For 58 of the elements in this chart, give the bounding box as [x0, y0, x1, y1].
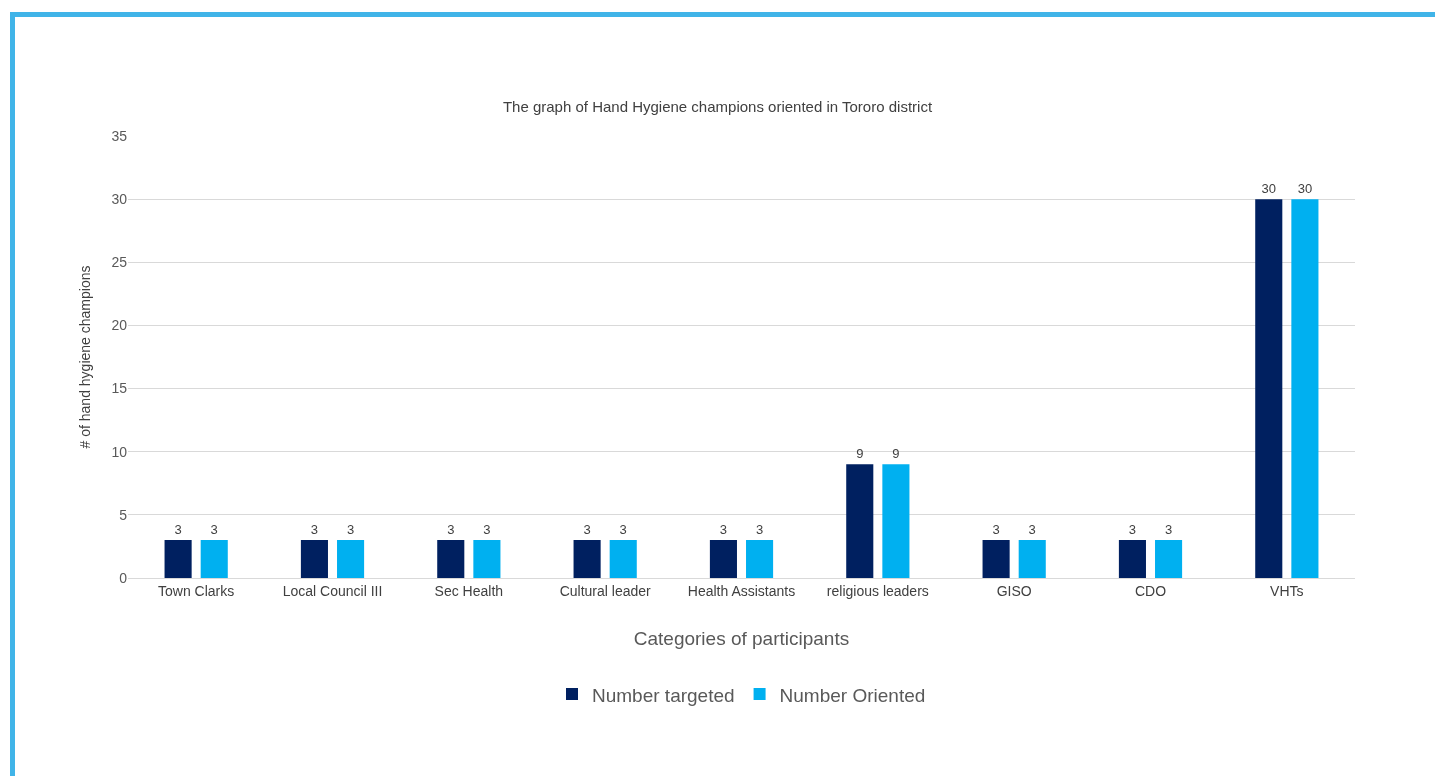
bar	[609, 540, 637, 578]
y-tick-label: 5	[119, 506, 128, 523]
y-tick-label: 10	[111, 443, 128, 460]
bar	[573, 540, 601, 578]
chart-title: The graph of Hand Hygiene champions oriented in Tororo district	[502, 98, 933, 116]
bar	[882, 464, 910, 578]
bar	[746, 540, 774, 578]
y-tick-label: 25	[111, 254, 128, 271]
bar	[437, 540, 465, 578]
legend-label: Number targeted	[592, 684, 735, 706]
x-tick-label: VHTs	[1270, 582, 1304, 599]
y-tick-label: 30	[111, 191, 128, 208]
legend-label: Number Oriented	[779, 684, 926, 706]
y-tick-label: 15	[111, 380, 128, 397]
data-label: 3	[619, 522, 627, 538]
y-tick-label: 20	[111, 317, 128, 334]
bar	[337, 540, 365, 578]
bar	[1155, 540, 1183, 578]
bar	[1255, 199, 1283, 578]
data-label: 3	[174, 522, 182, 538]
x-tick-label: Local Council III	[282, 582, 383, 599]
data-label: 3	[1164, 522, 1173, 538]
data-label: 3	[992, 522, 1000, 538]
bar	[982, 540, 1010, 578]
x-tick-label: Cultural leader	[559, 582, 652, 599]
bar	[1291, 199, 1319, 578]
data-label: 30	[1297, 181, 1313, 197]
data-label: 3	[1028, 522, 1036, 538]
data-label: 3	[483, 522, 491, 538]
data-label: 3	[583, 522, 591, 538]
x-tick-label: GISO	[996, 582, 1032, 599]
data-label: 3	[719, 522, 728, 538]
bar	[164, 540, 192, 578]
y-tick-label: 0	[119, 569, 128, 586]
data-label: 3	[310, 522, 319, 538]
data-label: 3	[755, 522, 764, 538]
bar	[1018, 540, 1046, 578]
bar	[473, 540, 501, 578]
bar	[709, 540, 737, 578]
data-label: 3	[1128, 522, 1137, 538]
data-label: 30	[1261, 181, 1276, 197]
bar	[200, 540, 228, 578]
data-label: 9	[856, 446, 864, 462]
y-tick-label: 35	[111, 127, 128, 144]
x-tick-label: Town Clarks	[158, 582, 235, 599]
data-label: 3	[346, 522, 355, 538]
bar	[1118, 540, 1146, 578]
bar	[846, 464, 874, 578]
x-axis-title: Categories of participants	[633, 628, 850, 649]
x-tick-label: Health Assistants	[687, 582, 796, 599]
data-label: 3	[447, 522, 455, 538]
x-tick-label: Sec Health	[434, 582, 504, 599]
bar	[300, 540, 328, 578]
x-tick-label: CDO	[1134, 582, 1167, 599]
data-label: 3	[210, 522, 218, 538]
data-label: 9	[892, 446, 900, 462]
y-axis-title: # of hand hygiene champions	[77, 265, 93, 449]
x-tick-label: religious leaders	[826, 582, 929, 599]
